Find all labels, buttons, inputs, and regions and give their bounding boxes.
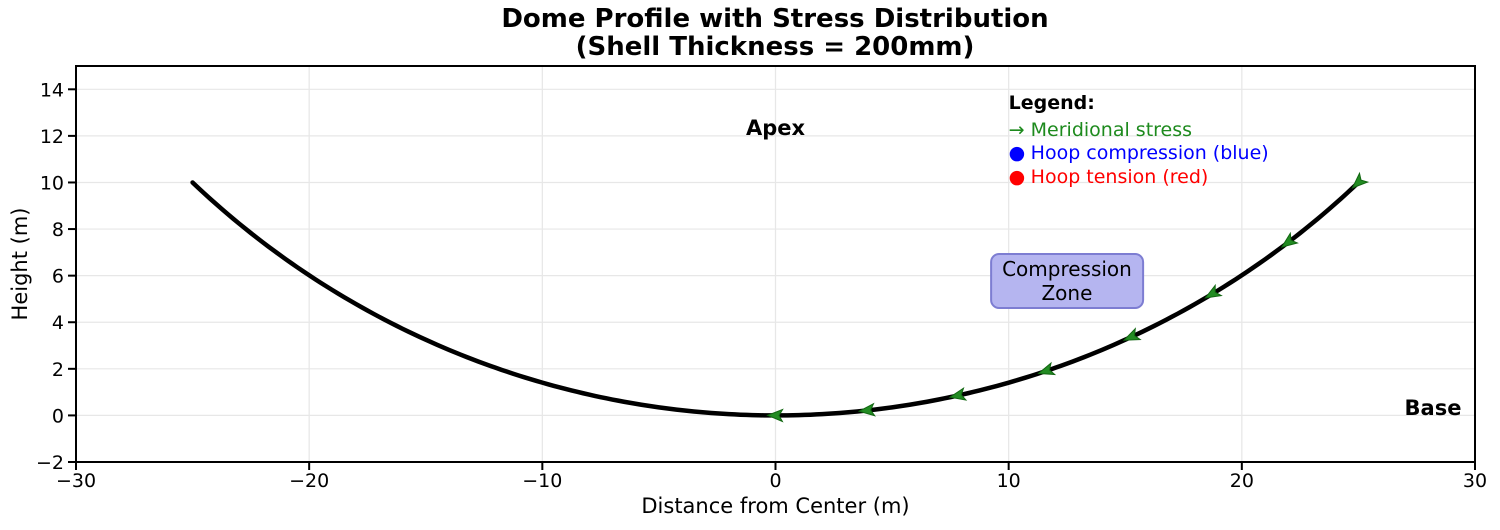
x-axis-label: Distance from Center (m) [641, 494, 910, 519]
y-tick-label: 6 [52, 266, 64, 288]
meridional-stress-arrow-icon [948, 386, 968, 401]
y-tick-label: 10 [40, 172, 64, 194]
x-tick-label: 30 [1463, 470, 1487, 492]
x-tick-label: −20 [289, 470, 329, 492]
legend: Legend: → Meridional stress ● Hoop compres… [1009, 92, 1269, 189]
compression-zone-line2: Zone [1041, 281, 1093, 305]
y-tick-label: 4 [52, 312, 64, 334]
meridional-stress-arrow-icon [766, 408, 784, 423]
legend-entry-hoop-tension: ● Hoop tension (red) [1009, 166, 1269, 190]
legend-entry-label: Hoop compression (blue) [1030, 142, 1269, 165]
meridional-stress-arrow-icon [1122, 327, 1142, 341]
legend-entry-meridional-stress: → Meridional stress [1009, 119, 1269, 143]
legend-entry-label: Meridional stress [1030, 118, 1193, 141]
x-tick-label: 0 [769, 470, 781, 492]
compression-zone-line1: Compression [1002, 257, 1132, 281]
x-tick-label: −30 [56, 470, 96, 492]
y-tick-label: 2 [52, 359, 64, 381]
compression-zone-annotation: Compression Zone [990, 253, 1144, 309]
chart-title: Dome Profile with Stress Distribution (S… [501, 5, 1048, 61]
meridional-stress-arrow-icon [1351, 171, 1370, 189]
meridional-arrow-icon: → [1008, 118, 1025, 141]
chart-title-line2: (Shell Thickness = 200mm) [575, 32, 975, 62]
y-tick-label: 8 [52, 219, 64, 241]
legend-entry-label: Hoop tension (red) [1030, 165, 1209, 188]
x-tick-label: 10 [997, 470, 1021, 492]
hoop-tension-dot-icon: ● [1008, 165, 1026, 188]
y-tick-label: 12 [40, 126, 64, 148]
meridional-stress-arrow-icon [1037, 361, 1057, 376]
base-annotation: Base [1404, 395, 1462, 420]
meridional-stress-arrow-icon [1280, 231, 1299, 248]
chart-title-line1: Dome Profile with Stress Distribution [501, 4, 1049, 34]
legend-title: Legend: [1008, 92, 1095, 115]
y-tick-label: 0 [52, 405, 64, 427]
hoop-compression-dot-icon: ● [1008, 142, 1026, 165]
y-axis-label: Height (m) [8, 207, 32, 321]
apex-annotation: Apex [745, 115, 806, 140]
meridional-stress-arrow-icon [857, 402, 876, 417]
meridional-stress-arrow-icon [1204, 283, 1223, 299]
y-tick-label: 14 [40, 79, 64, 101]
x-tick-label: 20 [1230, 470, 1254, 492]
legend-entry-hoop-compression: ● Hoop compression (blue) [1009, 142, 1269, 166]
y-tick-label: −2 [36, 452, 64, 474]
x-tick-label: −10 [522, 470, 562, 492]
